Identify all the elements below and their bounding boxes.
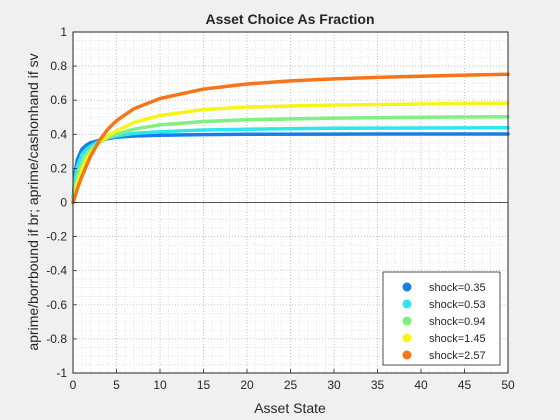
x-tick-label: 10 <box>153 378 167 392</box>
x-tick-label: 45 <box>458 378 472 392</box>
legend-items: shock=0.35 shock=0.53 shock=0.94 shock=1.45… <box>402 282 486 362</box>
legend-label: shock=0.94 <box>429 316 486 328</box>
x-tick-label: 25 <box>284 378 298 392</box>
legend-label: shock=0.35 <box>429 282 486 294</box>
x-tick-label: 35 <box>371 378 385 392</box>
legend-box <box>382 271 501 366</box>
y-tick-label: -1 <box>56 366 67 380</box>
y-tick-label: -0.2 <box>46 230 67 244</box>
x-tick-label: 15 <box>197 378 211 392</box>
legend-label: shock=2.57 <box>429 350 486 362</box>
series-line-shock=0.94 <box>71 114 510 205</box>
series-layer <box>71 72 510 205</box>
y-tick-label: -0.6 <box>46 298 67 312</box>
legend-marker <box>402 299 412 309</box>
series-line-shock=2.57 <box>71 72 510 205</box>
y-tick-label: 0 <box>60 196 67 210</box>
legend-marker <box>402 350 412 360</box>
chart-title: Asset Choice As Fraction <box>205 11 374 27</box>
x-tick-label: 20 <box>240 378 254 392</box>
series-line-shock=1.45 <box>71 101 510 205</box>
legend-marker <box>402 282 412 292</box>
y-tick-label: 0.4 <box>50 127 67 141</box>
y-tick-label: 0.8 <box>50 59 67 73</box>
x-axis-label: Asset State <box>254 400 326 416</box>
legend-label: shock=0.53 <box>429 299 486 311</box>
legend-marker <box>402 316 412 326</box>
y-tick-label: 1 <box>60 25 67 39</box>
x-tick-label: 30 <box>327 378 341 392</box>
y-tick-label: -0.8 <box>46 332 67 346</box>
y-axis-label: aprime/borrbound if br; aprime/cashonhan… <box>25 53 41 350</box>
y-tick-label: 0.6 <box>50 93 67 107</box>
x-tick-label: 5 <box>113 378 120 392</box>
y-axis-ticks: -1 -0.8 -0.6 -0.4 -0.2 0 0.2 0.4 0.6 0.8 1 <box>46 25 77 380</box>
legend-marker <box>402 333 412 343</box>
y-tick-label: -0.4 <box>46 264 67 278</box>
x-axis-ticks: 0 5 10 15 20 25 30 35 40 45 50 <box>70 369 515 392</box>
x-tick-label: 50 <box>501 378 515 392</box>
legend-label: shock=1.45 <box>429 333 486 345</box>
y-tick-label: 0.2 <box>50 161 67 175</box>
x-tick-label: 40 <box>414 378 428 392</box>
legend: shock=0.35 shock=0.53 shock=0.94 shock=1.45… <box>382 271 501 366</box>
x-tick-label: 0 <box>70 378 77 392</box>
